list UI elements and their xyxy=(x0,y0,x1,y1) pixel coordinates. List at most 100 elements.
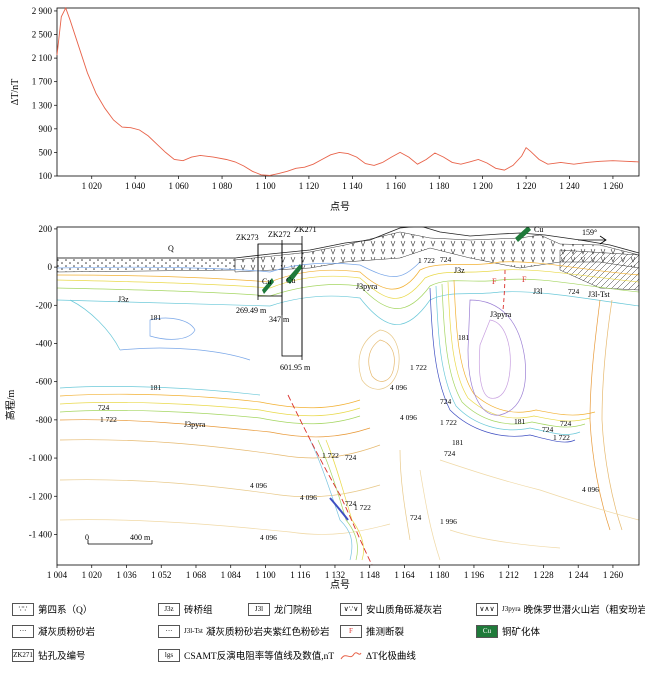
contour-value-label: 724 xyxy=(440,255,452,264)
copper-body-left xyxy=(262,278,274,294)
quaternary-layer xyxy=(57,257,236,273)
contour-value-label: 724 xyxy=(444,449,456,458)
section-annotations: Q ZK273 ZK272 ZK271 Cu Cu Cu 159° 269.49… xyxy=(85,225,610,545)
unit-label-j3pyra-mid: J3pyra xyxy=(490,310,512,319)
contour-value-label: 724 xyxy=(568,287,580,296)
delta-t-y-tick-label: 2 500 xyxy=(32,30,53,40)
section-y-axis-label: 高程/m xyxy=(4,390,17,421)
legend-swatch: J3z xyxy=(158,602,180,616)
legend-label: 安山质角砾凝灰岩 xyxy=(366,606,443,616)
resistivity-contours xyxy=(57,261,639,561)
legend: ∵∵ 第四系（Q） J3z 砖桥组 J3l 龙门院组 ∨∵∨ 安山质角砾凝灰岩 ∨∧∨ J3pyr… xyxy=(0,596,645,678)
borehole-zk273-label: ZK273 xyxy=(236,233,259,242)
unit-label-j3pyra-top: J3pyra xyxy=(356,282,378,291)
legend-label: 凝灰质粉砂岩夹紫红色粉砂岩 xyxy=(205,628,330,638)
legend-swatch: F xyxy=(340,624,362,638)
contour-value-label: 181 xyxy=(150,313,162,322)
copper-label-right: Cu xyxy=(534,225,543,234)
section-x-tick-label: 1 116 xyxy=(290,570,310,580)
bearing-label: 159° xyxy=(582,228,597,237)
legend-label: 钻孔及编号 xyxy=(38,652,86,662)
delta-t-y-tick-label: 500 xyxy=(39,147,53,157)
fault-label-1: F xyxy=(492,277,497,286)
contour-value-label: 724 xyxy=(410,513,422,522)
legend-item: J3z 砖桥组 xyxy=(158,602,213,616)
contour-value-label: 1 722 xyxy=(418,256,435,265)
legend-item: ∨∵∨ 安山质角砾凝灰岩 xyxy=(340,602,442,616)
section-x-tick-label: 1 212 xyxy=(499,570,519,580)
legend-swatch: ··· xyxy=(12,624,34,638)
section-x-axis-label: 点号 xyxy=(330,579,350,591)
contour-value-label: 4 096 xyxy=(582,485,599,494)
section-y-tick-label: -200 xyxy=(36,300,53,310)
section-plot-frame xyxy=(56,226,640,566)
legend-label: CSAMT反演电阻率等值线及数值,nT xyxy=(184,652,335,662)
section-x-tick-label: 1 164 xyxy=(394,570,415,580)
delta-t-y-tick-label: 900 xyxy=(39,124,53,134)
section-x-tick-label: 1 036 xyxy=(116,570,137,580)
legend-swatch-sublabel: J3l-Tst xyxy=(184,627,203,635)
contour-value-label: 4 096 xyxy=(300,493,317,502)
contour-value-label: 181 xyxy=(458,333,470,342)
section-x-tick-label: 1 004 xyxy=(47,570,68,580)
figure-canvas: 100 500 900 1 300 1 700 2 100 2 500 2 900 1 020… xyxy=(4,6,640,591)
copper-label-left: Cu xyxy=(262,277,271,286)
delta-t-y-tick-label: 1 700 xyxy=(32,77,53,87)
legend-swatch: ∨∧∨ xyxy=(476,602,498,616)
contour-value-label: 1 722 xyxy=(553,433,570,442)
delta-t-plot-frame xyxy=(56,7,640,177)
delta-t-x-tick-label: 1 040 xyxy=(125,181,146,191)
volcanic-layer xyxy=(234,231,639,273)
legend-swatch: Cu xyxy=(476,624,498,638)
legend-label: 推测断裂 xyxy=(366,628,405,638)
delta-t-y-tick-label: 100 xyxy=(39,171,53,181)
delta-t-chart: 100 500 900 1 300 1 700 2 100 2 500 2 900 1 020… xyxy=(10,6,640,213)
legend-label: 第四系（Q） xyxy=(38,606,93,616)
delta-t-x-axis-label: 点号 xyxy=(330,201,350,213)
depth-label-3: 601.95 m xyxy=(280,363,311,372)
contour-value-label: 1 722 xyxy=(354,503,371,512)
copper-body-right xyxy=(515,227,531,242)
legend-label: 砖桥组 xyxy=(184,606,213,616)
delta-t-y-tick-label: 2 900 xyxy=(32,6,53,16)
contour-value-label: 1 996 xyxy=(440,517,457,526)
legend-item: ZK271 钻孔及编号 xyxy=(12,648,86,662)
delta-t-x-tick-label: 1 080 xyxy=(212,181,233,191)
inferred-fault xyxy=(287,394,373,565)
unit-label-j3pyra-deep: J3pyra xyxy=(184,420,206,429)
unit-label-j3z-left: J3z xyxy=(118,295,129,304)
contour-value-label: 724 xyxy=(440,397,452,406)
section-x-tick-label: 1 084 xyxy=(221,570,242,580)
section-y-tick-label: 0 xyxy=(48,262,53,272)
legend-item: lgs CSAMT反演电阻率等值线及数值,nT xyxy=(158,648,334,662)
delta-t-x-tick-label: 1 100 xyxy=(255,181,276,191)
legend-swatch: ∵∵ xyxy=(12,602,34,616)
delta-t-x-axis: 1 020 1 040 1 060 1 080 1 100 1 120 1 140 1 160… xyxy=(82,176,624,191)
section-y-tick-label: -1 400 xyxy=(29,529,53,539)
borehole-zk271-label: ZK271 xyxy=(294,225,317,234)
quaternary-label: Q xyxy=(168,244,174,253)
contour-value-label: 724 xyxy=(560,419,572,428)
legend-item: ··· J3l-Tst 凝灰质粉砂岩夹紫红色粉砂岩 xyxy=(158,624,329,638)
inferred-fault-2 xyxy=(502,269,506,311)
legend-label: ΔT化极曲线 xyxy=(366,652,416,662)
section-x-tick-label: 1 020 xyxy=(82,570,103,580)
legend-label: 龙门院组 xyxy=(274,606,313,616)
section-x-tick-label: 1 068 xyxy=(186,570,207,580)
legend-item: Cu 铜矿化体 xyxy=(476,624,540,638)
contour-value-label: 181 xyxy=(514,417,526,426)
section-y-tick-label: -800 xyxy=(36,415,53,425)
legend-item: ··· 凝灰质粉砂岩 xyxy=(12,624,95,638)
unit-label-j3z-right: J3z xyxy=(454,266,465,275)
section-x-tick-label: 1 052 xyxy=(151,570,171,580)
legend-label: 铜矿化体 xyxy=(502,628,541,638)
delta-t-x-tick-label: 1 260 xyxy=(603,181,624,191)
section-y-tick-label: -400 xyxy=(36,338,53,348)
contour-value-label: 724 xyxy=(345,453,357,462)
contour-value-label: 4 096 xyxy=(400,413,417,422)
contour-value-label: 1 722 xyxy=(410,363,427,372)
legend-swatch: ZK271 xyxy=(12,648,34,662)
boreholes xyxy=(257,236,303,360)
section-y-tick-label: -600 xyxy=(36,377,53,387)
depth-label-1: 269.49 m xyxy=(236,306,267,315)
